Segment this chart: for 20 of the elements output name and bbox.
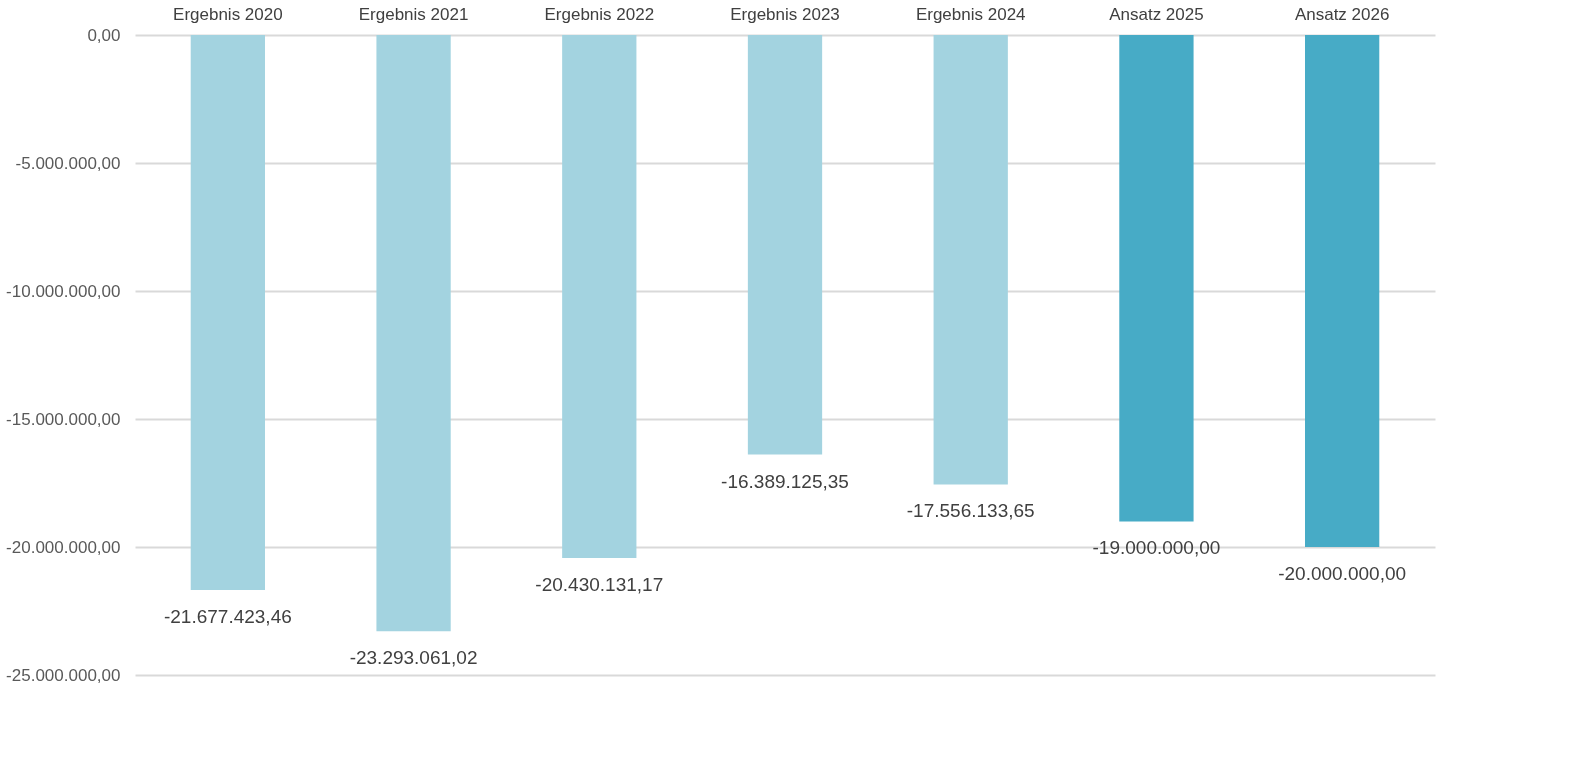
y-tick-label: -20.000.000,00 [6, 537, 121, 557]
data-label: -23.293.061,02 [349, 647, 478, 669]
data-label: -19.000.000,00 [1092, 537, 1221, 559]
x-tick-label: Ansatz 2025 [1109, 4, 1204, 24]
data-label: -20.000.000,00 [1278, 563, 1407, 584]
y-tick-label: -5.000.000,00 [15, 153, 121, 173]
x-tick-label: Ergebnis 2022 [544, 4, 655, 24]
data-label: -21.677.423,46 [163, 605, 292, 627]
y-tick-label: -15.000.000,00 [6, 409, 121, 429]
data-label: -17.556.133,65 [906, 500, 1035, 522]
x-tick-label: Ergebnis 2023 [730, 4, 840, 24]
x-tick-label: Ergebnis 2024 [915, 4, 1026, 24]
data-label: -16.389.125,35 [721, 470, 849, 492]
y-tick-label: -10.000.000,00 [6, 281, 121, 301]
y-tick-label: 0,00 [87, 25, 121, 45]
y-tick-label: -25.000.000,00 [6, 665, 121, 685]
x-tick-label: Ansatz 2026 [1294, 4, 1390, 24]
data-label: -20.430.131,17 [535, 574, 664, 596]
x-tick-label: Ergebnis 2021 [358, 4, 469, 24]
x-tick-label: Ergebnis 2020 [173, 4, 283, 24]
